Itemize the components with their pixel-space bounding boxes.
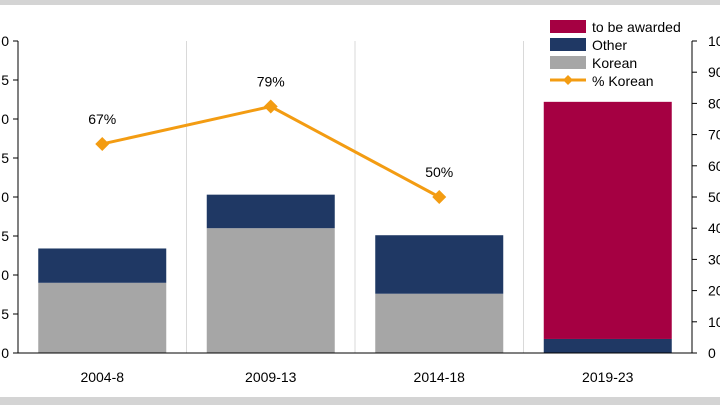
- axes: 2004-8 2009-13 2014-18 2019-230505050500102…: [1, 33, 720, 385]
- y2-tick-label: 70: [708, 127, 720, 143]
- data-label-percent: 79%: [257, 74, 285, 90]
- y-tick-label: 0: [1, 111, 9, 127]
- y-tick-label: 0: [1, 267, 9, 283]
- y-tick-label: 5: [1, 72, 9, 88]
- line-marker: [263, 99, 278, 114]
- frame-top-band: [0, 0, 720, 5]
- legend: to be awarded Other Korean % Korean: [550, 19, 681, 89]
- bar-other-2004-8: [38, 248, 167, 283]
- legend-label-other: Other: [592, 37, 627, 53]
- x-tick-label: 2014-18: [414, 369, 466, 385]
- y2-tick-label: 80: [708, 95, 720, 111]
- y-tick-label: 0: [1, 189, 9, 205]
- data-labels: 67% 79% 50%: [88, 74, 453, 180]
- bars: [38, 101, 672, 353]
- bar-to-be-awarded-2019-23: [543, 101, 672, 339]
- bar-korean-2014-18: [375, 293, 504, 353]
- bar-other-2014-18: [375, 235, 504, 294]
- y-tick-label: 0: [1, 345, 9, 361]
- y2-tick-label: 60: [708, 158, 720, 174]
- line-marker: [432, 190, 447, 204]
- line-series-percent-korean: [101, 104, 440, 199]
- percent-korean-line: [95, 99, 447, 204]
- bar-other-2009-13: [206, 194, 335, 229]
- legend-label-korean: Korean: [592, 55, 637, 71]
- bar-korean-2004-8: [38, 282, 167, 353]
- bar-korean-2009-13: [206, 228, 335, 353]
- y2-tick-label: 0: [708, 345, 716, 361]
- y2-tick-label: 100: [708, 33, 720, 49]
- legend-swatch-to-be-awarded: [550, 20, 586, 33]
- legend-label-to-be-awarded: to be awarded: [592, 19, 681, 35]
- data-label-percent: 50%: [425, 164, 453, 180]
- legend-swatch-korean: [550, 56, 586, 69]
- y2-tick-label: 10: [708, 314, 720, 330]
- category-separators: [186, 41, 524, 353]
- line-marker: [95, 136, 110, 151]
- y2-tick-label: 20: [708, 283, 720, 299]
- x-tick-label: 2004-8: [80, 369, 124, 385]
- x-tick-label: 2009-13: [245, 369, 297, 385]
- legend-swatch-marker: [563, 75, 573, 85]
- y2-tick-label: 50: [708, 189, 720, 205]
- y-tick-label: 0: [1, 33, 9, 49]
- x-tick-label: 2019-23: [582, 369, 634, 385]
- y2-tick-label: 90: [708, 64, 720, 80]
- legend-label--korean: % Korean: [592, 73, 653, 89]
- data-label-percent: 67%: [88, 111, 116, 127]
- bar-other-2019-23: [543, 338, 672, 353]
- frame-bottom-band: [0, 397, 720, 405]
- y-tick-label: 5: [1, 228, 9, 244]
- y2-tick-label: 40: [708, 220, 720, 236]
- legend-swatch-other: [550, 38, 586, 51]
- y-tick-label: 5: [1, 150, 9, 166]
- y2-tick-label: 30: [708, 251, 720, 267]
- y-tick-label: 5: [1, 306, 9, 322]
